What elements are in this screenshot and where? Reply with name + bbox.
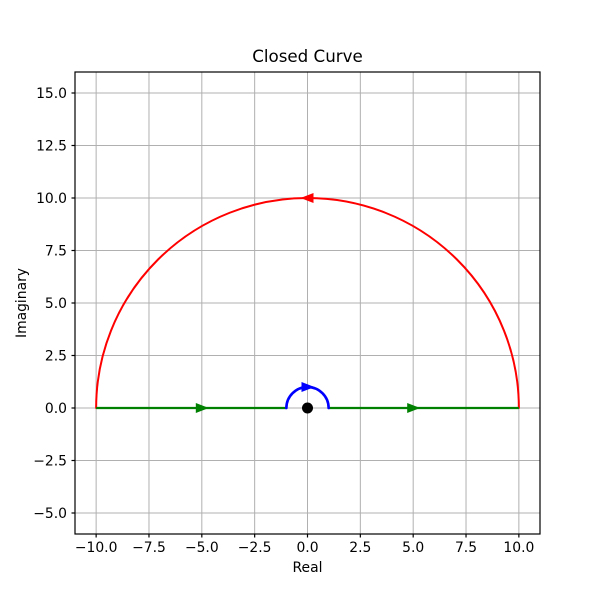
outer-semicircle-arrowhead xyxy=(300,193,314,203)
x-tick-label: −5.0 xyxy=(185,540,219,556)
y-tick-label: −5.0 xyxy=(33,506,67,522)
y-tick-label: 15.0 xyxy=(36,86,67,102)
x-tick-label: 2.5 xyxy=(349,540,371,556)
real-axis-left-segment-arrowhead xyxy=(195,403,209,413)
y-axis-label: Imaginary xyxy=(14,268,30,338)
y-tick-label: 2.5 xyxy=(45,349,67,365)
real-axis-right-segment-arrowhead xyxy=(407,403,421,413)
x-tick-label: 7.5 xyxy=(455,540,477,556)
y-tick-label: 10.0 xyxy=(36,191,67,207)
grid-layer xyxy=(75,72,540,534)
x-tick-label: 0.0 xyxy=(296,540,318,556)
tick-layer: −10.0 −7.5 −5.0 −2.5 0.0 2.5 5.0 7.5 10.0 −5.0 −2.… xyxy=(33,86,534,556)
x-tick-label: −10.0 xyxy=(75,540,118,556)
x-tick-label: 10.0 xyxy=(503,540,534,556)
y-tick-label: 5.0 xyxy=(45,296,67,312)
x-tick-label: −2.5 xyxy=(238,540,272,556)
y-tick-label: 0.0 xyxy=(45,401,67,417)
pole-indent-semicircle-arrowhead xyxy=(301,382,315,392)
y-tick-label: 7.5 xyxy=(45,244,67,260)
x-tick-label: −7.5 xyxy=(132,540,166,556)
x-tick-label: 5.0 xyxy=(402,540,424,556)
chart-title: Closed Curve xyxy=(252,46,363,66)
plot-border xyxy=(74,71,541,535)
origin-pole-marker xyxy=(302,402,313,414)
y-tick-label: 12.5 xyxy=(36,139,67,155)
y-tick-label: −2.5 xyxy=(33,454,67,470)
x-axis-label: Real xyxy=(293,560,323,576)
series-layer xyxy=(95,193,520,414)
